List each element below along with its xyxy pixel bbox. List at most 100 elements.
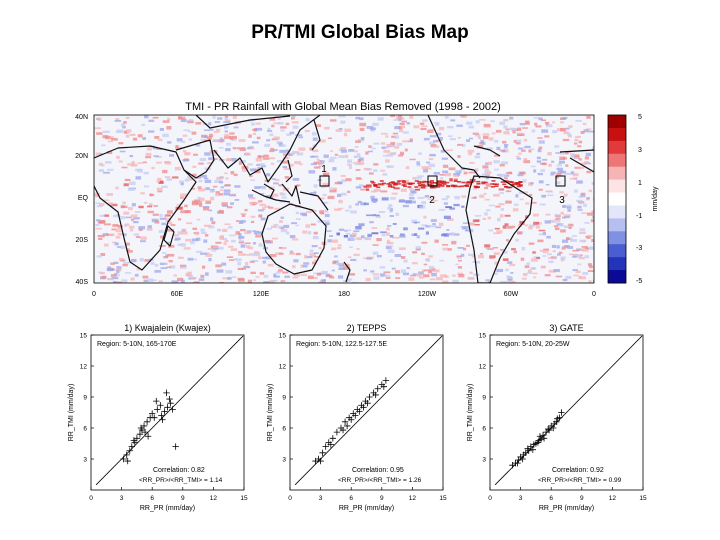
colorbar-swatch: [608, 192, 626, 206]
x-tick-label: 6: [150, 495, 154, 502]
colorbar: [608, 115, 626, 284]
lon-label: 120E: [253, 291, 270, 298]
data-point: [540, 435, 548, 442]
data-point: [539, 432, 547, 439]
data-point: [380, 383, 388, 390]
scatter-title: 3) GATE: [549, 323, 583, 333]
data-point: [126, 447, 133, 454]
data-point: [341, 418, 349, 425]
colorbar-tick: -1: [636, 213, 642, 220]
y-tick-label: 6: [83, 426, 87, 433]
x-tick-label: 3: [519, 495, 523, 502]
data-point: [169, 406, 176, 413]
data-point: [137, 424, 145, 432]
colorbar-tick: 5: [638, 114, 642, 121]
y-axis-label: RR_TMI (mm/day): [68, 384, 75, 442]
ratio-text: <RR_PR>/<RR_TMI> = 1.26: [338, 477, 422, 484]
lat-label: 20S: [76, 237, 89, 244]
x-tick-label: 6: [549, 495, 553, 502]
lat-label: 40N: [75, 114, 88, 121]
colorbar-swatch: [608, 218, 626, 232]
ratio-text: <RR_PR>/<RR_TMI> = 0.99: [538, 477, 622, 484]
data-point: [554, 415, 561, 422]
lon-label: 60E: [171, 291, 184, 298]
map-title: TMI - PR Rainfall with Global Mean Bias …: [185, 101, 500, 113]
x-axis-label: RR_PR (mm/day): [339, 505, 394, 512]
rain-bias-field: [94, 115, 594, 283]
scatter-panel-tepps: 2) TEPPS 0 3 6 9 12 15 15 12 9 6 3 RR_PR (mm/day) RR_…: [267, 323, 447, 512]
longitude-labels: 0 60E 120E 180 120W 60W 0: [92, 291, 596, 298]
data-point: [317, 457, 324, 465]
data-point: [372, 391, 379, 399]
data-point: [360, 404, 367, 411]
colorbar-swatch: [608, 231, 626, 245]
y-tick-label: 12: [80, 364, 88, 371]
data-point: [151, 414, 158, 421]
y-tick-label: 6: [482, 426, 486, 433]
y-tick-label: 3: [83, 457, 87, 464]
region-text: Region: 5-10N, 20-25W: [496, 341, 570, 348]
region-label-2: 2: [429, 195, 435, 206]
colorbar-swatch: [608, 153, 626, 168]
data-point: [524, 445, 531, 452]
data-point: [159, 416, 166, 423]
data-point: [551, 420, 558, 428]
data-point: [149, 410, 156, 417]
colorbar-swatch: [608, 244, 626, 258]
data-point: [128, 443, 135, 450]
continent-outlines: [94, 115, 594, 283]
x-tick-label: 15: [639, 495, 647, 502]
data-point: [364, 400, 371, 407]
map-plot-area: [94, 115, 594, 283]
data-point: [167, 400, 174, 407]
data-point: [161, 408, 168, 415]
x-tick-label: 0: [288, 495, 292, 502]
colorbar-swatch: [608, 179, 626, 194]
data-point: [123, 451, 130, 459]
data-point: [536, 433, 544, 440]
lat-label: 20N: [75, 153, 88, 160]
x-tick-label: 3: [120, 495, 124, 502]
correlation-text: Correlation: 0.95: [352, 467, 404, 474]
data-point: [366, 393, 373, 401]
scatter-title: 2) TEPPS: [347, 323, 387, 333]
data-point: [339, 426, 347, 434]
region-text: Region: 5-10N, 122.5-127.5E: [296, 341, 387, 348]
colorbar-swatch: [608, 115, 626, 129]
x-tick-label: 3: [319, 495, 323, 502]
data-point: [343, 422, 351, 430]
y-tick-label: 9: [482, 395, 486, 402]
colorbar-tick: 1: [638, 180, 642, 187]
data-point: [374, 385, 381, 392]
colorbar-swatch: [608, 127, 626, 142]
scatter-title: 1) Kwajalein (Kwajex): [124, 323, 211, 333]
data-point: [143, 418, 151, 425]
y-tick-label: 12: [279, 364, 287, 371]
y-tick-label: 3: [482, 457, 486, 464]
lon-label: 0: [592, 291, 596, 298]
bias-map-figure: TMI - PR Rainfall with Global Mean Bias …: [75, 101, 659, 298]
region-box-1: [319, 175, 330, 187]
y-tick-label: 12: [479, 364, 487, 371]
colorbar-swatch: [608, 140, 626, 155]
lat-label: EQ: [78, 195, 89, 202]
y-tick-label: 9: [83, 395, 87, 402]
x-tick-label: 6: [349, 495, 353, 502]
data-point: [163, 389, 170, 397]
x-tick-label: 0: [488, 495, 492, 502]
data-point: [157, 402, 164, 409]
region-text: Region: 5-10N, 165-170E: [97, 341, 177, 348]
data-point: [153, 397, 160, 405]
colorbar-tick: -3: [636, 245, 642, 252]
x-tick-label: 9: [580, 495, 584, 502]
x-axis-label: RR_PR (mm/day): [539, 505, 594, 512]
data-point: [530, 441, 538, 448]
x-tick-label: 12: [609, 495, 617, 502]
region-label-1: 1: [321, 164, 327, 175]
data-point: [172, 443, 179, 450]
data-point: [144, 433, 152, 440]
data-point: [519, 455, 526, 463]
correlation-text: Correlation: 0.92: [552, 467, 604, 474]
data-point: [558, 409, 565, 416]
scatter-panel-kwajalein: 1) Kwajalein (Kwajex) 0 3 6 9 12 15 15 12 9 6 3 RR_P…: [68, 323, 248, 512]
